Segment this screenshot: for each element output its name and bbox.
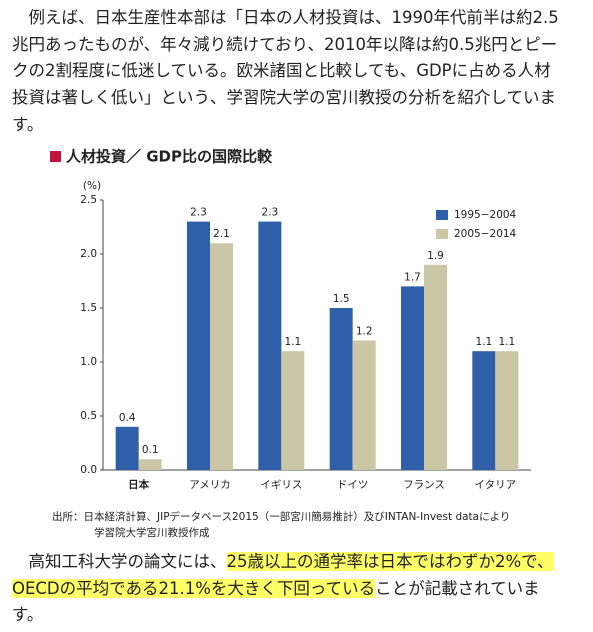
source-note: 出所：日本経済計算、JIPデータベース2015（一部宮川簡易推計）及びINTAN… [52, 510, 510, 523]
x-tick-label: 日本 [128, 478, 149, 491]
text-line: 例えば、日本生産性本部は「日本の人材投資は、1990年代前半は約2.5 [12, 8, 559, 27]
text-line: す。 [12, 114, 44, 134]
text: 高知工科大学の論文には、 [12, 552, 227, 571]
text: す。 [12, 605, 44, 624]
highlighted-text: OECDの平均である21.1%を大きく下回っている [12, 578, 376, 598]
y-tick-label: 0.0 [80, 464, 97, 476]
x-tick-label: フランス [403, 479, 445, 491]
y-tick-label: 1.0 [80, 356, 97, 368]
data-label: 1.5 [333, 293, 350, 305]
x-tick-label: アメリカ [189, 479, 230, 491]
legend-swatch [436, 229, 448, 239]
data-label: 1.9 [427, 250, 444, 262]
title-marker [50, 151, 61, 162]
bar [329, 308, 353, 470]
bar [472, 351, 496, 470]
bar [401, 286, 424, 470]
bar [352, 340, 376, 470]
chart-title: 人材投資／ GDP比の国際比較 [66, 148, 273, 166]
y-tick-label: 2.5 [80, 194, 97, 206]
y-axis-label: (%) [83, 180, 101, 192]
x-tick-label: イギリス [260, 479, 302, 491]
data-label: 2.3 [261, 207, 278, 219]
highlighted-text: 25歳以上の通学率は日本ではわずか2%で、 [226, 552, 554, 571]
x-tick-label: イタリア [475, 479, 517, 491]
y-tick-label: 2.0 [80, 248, 97, 260]
data-label: 0.4 [119, 412, 136, 424]
bar [424, 264, 447, 470]
bar [115, 426, 139, 470]
bar [187, 221, 210, 470]
data-label: 2.1 [213, 228, 230, 240]
data-label: 1.1 [475, 336, 492, 348]
data-label: 1.1 [284, 336, 301, 348]
legend-label: 1995−2004 [454, 209, 517, 221]
text-line: 投資は著しく低い」という、学習院大学の宮川教授の分析を紹介していま [12, 88, 557, 108]
text-line: OECDの平均である21.1%を大きく下回っていることが記載されていま [12, 578, 540, 600]
data-label: 1.2 [356, 325, 373, 337]
legend-swatch [436, 210, 448, 220]
source-note: 学習院大学宮川教授作成 [94, 526, 210, 539]
text-line: 兆円あったものが、年々減り続けており、2010年以降は約0.5兆円とピー [12, 34, 558, 54]
y-tick-label: 1.5 [80, 302, 97, 314]
text-line: クの2割程度に低迷している。欧米諸国と比較しても、GDPに占める人材 [12, 61, 551, 81]
text-line: 高知工科大学の論文には、25歳以上の通学率は日本ではわずか2%で、 [12, 551, 554, 573]
data-label: 1.7 [404, 271, 421, 283]
legend-label: 2005−2014 [454, 228, 517, 240]
y-tick-label: 0.5 [80, 410, 97, 422]
chart: 人材投資／ GDP比の国際比較 (%) 0.0 0.5 1.0 1.5 2.0 2.5 日本… [50, 148, 531, 539]
text: ことが記載されていま [375, 578, 540, 598]
data-label: 1.1 [498, 336, 515, 348]
bar [495, 351, 519, 470]
bar [138, 459, 162, 470]
data-label: 2.3 [190, 207, 207, 219]
data-label: 0.1 [142, 444, 159, 456]
text-line: す。 [12, 604, 43, 626]
bar [258, 221, 282, 470]
x-tick-label: ドイツ [337, 479, 369, 491]
bar [210, 243, 233, 470]
bar [281, 351, 305, 470]
